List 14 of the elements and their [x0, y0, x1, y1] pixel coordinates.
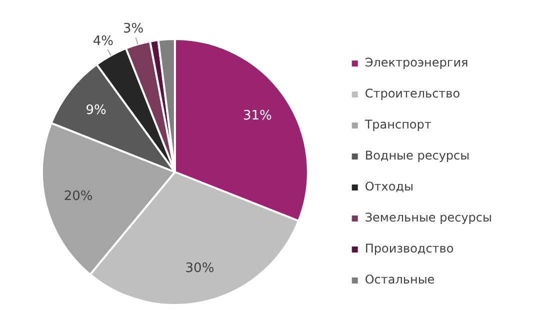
legend-label: Электроэнергия: [364, 56, 468, 70]
data-label: 30%: [185, 260, 214, 276]
legend-label: Транспорт: [364, 118, 432, 132]
legend-label: Водные ресурсы: [364, 148, 470, 163]
data-label: 3%: [123, 21, 144, 36]
legend-label: Отходы: [364, 180, 414, 194]
legend-label: Строительство: [364, 86, 460, 101]
legend-label: Остальные: [364, 272, 435, 287]
data-label: 31%: [242, 108, 272, 124]
data-label: 4%: [92, 34, 114, 49]
data-label: 20%: [64, 189, 93, 204]
data-label: 9%: [86, 103, 106, 118]
legend-label: Земельные ресурсы: [364, 210, 492, 225]
legend-label: Производство: [364, 242, 454, 256]
